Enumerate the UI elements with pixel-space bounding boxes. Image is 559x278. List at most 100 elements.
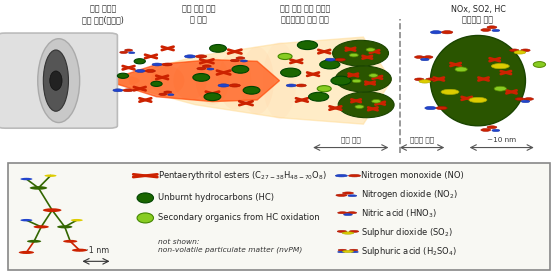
Ellipse shape xyxy=(151,66,184,95)
Circle shape xyxy=(348,175,361,177)
Ellipse shape xyxy=(278,53,292,59)
Ellipse shape xyxy=(134,59,145,64)
Circle shape xyxy=(343,250,353,253)
Circle shape xyxy=(481,29,491,31)
FancyBboxPatch shape xyxy=(0,33,117,128)
Text: ~10 nm: ~10 nm xyxy=(487,137,517,143)
Ellipse shape xyxy=(430,36,525,126)
Circle shape xyxy=(481,128,491,131)
Ellipse shape xyxy=(372,100,381,103)
Circle shape xyxy=(184,55,196,58)
Circle shape xyxy=(442,31,453,34)
Circle shape xyxy=(349,249,358,251)
Circle shape xyxy=(521,49,530,52)
Circle shape xyxy=(336,194,347,196)
Circle shape xyxy=(34,225,49,229)
Circle shape xyxy=(240,60,248,62)
Circle shape xyxy=(286,84,296,87)
Text: Nitrogen monoxide (NO): Nitrogen monoxide (NO) xyxy=(361,171,463,180)
Polygon shape xyxy=(106,37,391,124)
Circle shape xyxy=(338,212,347,214)
Circle shape xyxy=(27,240,41,243)
Text: 제트 오일 증기
핵 형성: 제트 오일 증기 핵 형성 xyxy=(182,5,215,24)
Circle shape xyxy=(415,78,424,81)
Circle shape xyxy=(296,84,306,87)
Ellipse shape xyxy=(533,62,546,67)
Circle shape xyxy=(71,219,83,221)
Text: Pentaerythritol esters (C$_{27-38}$H$_{48-70}$O$_8$): Pentaerythritol esters (C$_{27-38}$H$_{4… xyxy=(158,169,327,182)
Ellipse shape xyxy=(232,65,249,73)
Ellipse shape xyxy=(366,48,375,51)
Circle shape xyxy=(436,106,447,110)
Ellipse shape xyxy=(129,71,162,90)
Circle shape xyxy=(338,249,347,251)
Circle shape xyxy=(20,219,32,221)
Circle shape xyxy=(129,52,135,54)
Ellipse shape xyxy=(338,92,394,118)
Ellipse shape xyxy=(151,81,162,86)
Ellipse shape xyxy=(369,74,378,77)
Circle shape xyxy=(229,84,240,87)
Circle shape xyxy=(342,232,354,234)
Circle shape xyxy=(30,186,47,190)
Circle shape xyxy=(125,49,132,51)
Circle shape xyxy=(426,78,435,81)
Circle shape xyxy=(469,97,487,103)
Circle shape xyxy=(441,89,459,95)
Circle shape xyxy=(20,178,32,180)
Text: Sulphur dioxide (SO$_2$): Sulphur dioxide (SO$_2$) xyxy=(361,226,453,239)
Ellipse shape xyxy=(494,86,506,91)
Ellipse shape xyxy=(335,66,391,92)
Text: not shown:
non-volatile particulate matter (nvPM): not shown: non-volatile particulate matt… xyxy=(158,239,302,253)
Circle shape xyxy=(63,240,77,243)
Circle shape xyxy=(196,55,207,58)
Ellipse shape xyxy=(210,44,226,52)
Circle shape xyxy=(152,63,162,66)
Text: 인근 장소: 인근 장소 xyxy=(341,136,361,143)
Circle shape xyxy=(487,26,497,29)
Text: NOx, SO2, HC
산화물의 융축: NOx, SO2, HC 산화물의 융축 xyxy=(451,5,505,24)
Ellipse shape xyxy=(50,71,62,90)
Circle shape xyxy=(164,91,172,93)
Circle shape xyxy=(123,89,133,92)
Circle shape xyxy=(348,195,357,197)
Circle shape xyxy=(424,56,433,58)
Circle shape xyxy=(515,98,524,100)
Circle shape xyxy=(510,49,519,52)
Circle shape xyxy=(335,58,345,61)
Circle shape xyxy=(335,175,348,177)
Circle shape xyxy=(492,129,500,131)
Circle shape xyxy=(135,70,145,72)
Circle shape xyxy=(230,59,239,62)
Text: 벌이진 장소: 벌이진 장소 xyxy=(410,136,434,143)
Ellipse shape xyxy=(297,41,318,49)
Ellipse shape xyxy=(317,86,331,92)
Ellipse shape xyxy=(117,73,129,78)
Ellipse shape xyxy=(455,67,467,72)
Circle shape xyxy=(347,212,357,214)
Text: 가스 상태의
제트 오일(혼합유): 가스 상태의 제트 오일(혼합유) xyxy=(83,5,124,24)
Circle shape xyxy=(120,51,127,53)
Text: 오일 증기 고골 패키지
극미세먼지 융축 성장: 오일 증기 고골 패키지 극미세먼지 융축 성장 xyxy=(280,5,330,24)
Circle shape xyxy=(524,98,533,100)
Ellipse shape xyxy=(196,56,229,105)
Circle shape xyxy=(197,67,206,70)
Text: ~1 nm: ~1 nm xyxy=(82,246,110,255)
Circle shape xyxy=(492,29,500,32)
Circle shape xyxy=(145,70,155,72)
Circle shape xyxy=(19,251,34,254)
Circle shape xyxy=(415,56,424,58)
Text: Nitric acid (HNO$_3$): Nitric acid (HNO$_3$) xyxy=(361,207,437,220)
Ellipse shape xyxy=(106,76,140,85)
Circle shape xyxy=(159,93,167,95)
Ellipse shape xyxy=(331,76,351,85)
Circle shape xyxy=(430,31,442,34)
Ellipse shape xyxy=(320,60,340,69)
Ellipse shape xyxy=(355,105,364,108)
Circle shape xyxy=(514,51,525,54)
Ellipse shape xyxy=(137,213,154,223)
Circle shape xyxy=(419,80,430,83)
Text: Secondary organics from HC oxidation: Secondary organics from HC oxidation xyxy=(158,214,320,222)
Circle shape xyxy=(491,64,509,69)
Circle shape xyxy=(487,126,497,129)
